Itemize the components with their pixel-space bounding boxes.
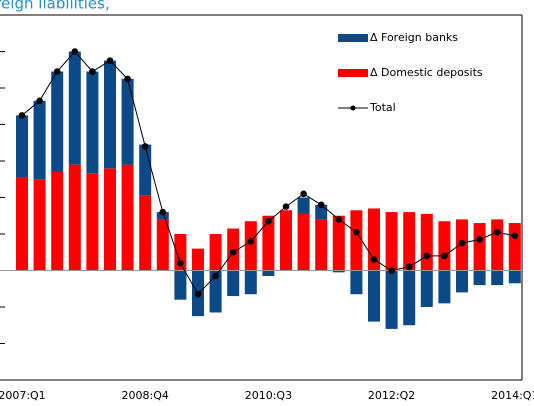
bar (297, 213, 310, 271)
bar (385, 270, 398, 329)
bar (156, 219, 169, 271)
legend-label: Total (369, 101, 396, 114)
bar (473, 270, 486, 286)
x-tick-label: 2008:Q4 (122, 389, 169, 402)
bar (350, 210, 363, 271)
point (511, 232, 519, 240)
point (423, 252, 431, 260)
bar (139, 144, 152, 196)
chart-title: Foreign liabilities, (0, 0, 110, 13)
bar (315, 204, 328, 220)
point (124, 75, 131, 83)
bar (420, 270, 433, 307)
bar (174, 234, 187, 271)
point (212, 272, 219, 280)
point (405, 263, 413, 271)
bar (491, 219, 504, 271)
bar (209, 270, 222, 313)
bar (244, 221, 257, 271)
point (18, 112, 26, 119)
bar (16, 177, 28, 271)
bar (508, 223, 521, 271)
bar (473, 223, 486, 271)
bar (51, 71, 64, 172)
bar (156, 212, 169, 220)
x-tick-label: 2007:Q1 (0, 389, 46, 402)
legend-label: Δ Foreign banks (370, 31, 458, 44)
bar (16, 115, 28, 178)
x-tick-label: 2010:Q3 (245, 389, 292, 402)
bar (86, 173, 99, 271)
point (317, 201, 325, 209)
legend-point (350, 105, 356, 111)
bar (68, 51, 81, 165)
point (177, 259, 184, 267)
point (458, 239, 466, 247)
bar (174, 270, 187, 300)
bar (438, 221, 451, 271)
point (36, 97, 43, 105)
bar (262, 270, 275, 276)
point (229, 248, 237, 256)
bar (262, 215, 275, 271)
point (194, 290, 202, 298)
bar (297, 197, 310, 214)
bar (68, 164, 81, 271)
bar (51, 171, 64, 271)
bar (104, 60, 116, 169)
point (370, 256, 378, 263)
bar (368, 270, 380, 322)
point (300, 190, 307, 198)
bar (385, 212, 398, 271)
bar (403, 270, 416, 326)
bar (192, 248, 204, 271)
bar (139, 195, 152, 271)
bar (491, 270, 504, 286)
point (141, 143, 149, 150)
bar (33, 100, 46, 180)
point (247, 238, 255, 245)
bar (332, 215, 345, 271)
point (265, 217, 272, 225)
point (388, 267, 395, 274)
point (493, 228, 501, 236)
point (282, 203, 290, 210)
bar (438, 270, 451, 304)
x-tick-label: 2012:Q2 (368, 389, 415, 402)
bar (280, 210, 292, 271)
bar (315, 219, 328, 271)
point (353, 228, 360, 236)
bar (227, 270, 240, 297)
bar (456, 270, 468, 293)
point (89, 68, 96, 75)
x-tick-label: 2014:Q1 (491, 389, 534, 402)
bar (332, 270, 345, 273)
bar (104, 168, 116, 271)
bar (209, 234, 222, 271)
point (441, 252, 448, 260)
point (335, 216, 343, 223)
point (71, 48, 79, 55)
point (476, 236, 483, 243)
bar (121, 78, 134, 165)
bar (33, 179, 46, 271)
bar (121, 164, 134, 271)
point (159, 208, 167, 216)
point (53, 68, 61, 75)
legend-label: Δ Domestic deposits (370, 66, 483, 79)
bar (420, 213, 433, 271)
point (106, 57, 114, 64)
legend-swatch (338, 69, 368, 77)
bar (86, 71, 99, 174)
legend-swatch (338, 34, 368, 42)
bar (350, 270, 363, 295)
bar (244, 270, 257, 295)
bar (403, 212, 416, 271)
bar (508, 270, 521, 284)
